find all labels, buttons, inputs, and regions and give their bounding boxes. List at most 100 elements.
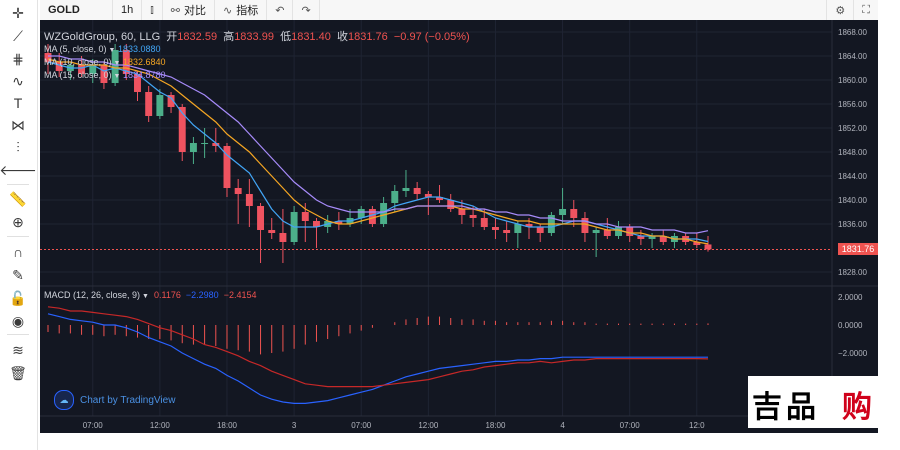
macd-hist-value: 0.1176 — [154, 290, 181, 300]
candle-body — [313, 221, 320, 227]
candle-body — [413, 188, 421, 194]
interval-label: 1h — [121, 4, 134, 16]
lock-icon[interactable]: 🔓 — [9, 289, 27, 306]
candle-body — [44, 53, 52, 62]
prediction-icon[interactable]: ⫶ — [16, 138, 20, 155]
drawing-mode-icon[interactable]: ✎ — [12, 266, 24, 283]
candle-body — [55, 62, 63, 71]
watermark-char-3: 购 — [842, 390, 872, 425]
candle-body — [514, 224, 522, 233]
candle-body — [693, 242, 701, 245]
fullscreen-button[interactable]: ⛶ — [853, 0, 878, 20]
pattern-icon[interactable]: ⋈ — [11, 116, 25, 133]
trend-line-icon[interactable]: ⟋ — [13, 27, 23, 44]
settings-button[interactable]: ⚙ — [826, 0, 853, 20]
tradingview-logo-icon: ☁ — [54, 390, 74, 410]
candle-body — [603, 230, 611, 236]
candle-body — [424, 194, 432, 197]
undo-button[interactable]: ↶ — [267, 0, 294, 20]
series-title: WZGoldGroup, 60, LLG — [44, 31, 161, 43]
zoom-in-icon[interactable]: ⊕ — [12, 213, 24, 230]
indicators-icon: ∿ — [223, 4, 233, 17]
chart-area[interactable]: 1868.00 1864.00 1860.00 1856.00 1852.00 1848.… — [40, 20, 878, 433]
candle-body — [234, 188, 242, 194]
last-price-tag: 1831.76 — [838, 243, 878, 256]
ma15-value: 1834.8780 — [122, 70, 166, 80]
trash-icon[interactable]: 🗑 — [9, 364, 27, 381]
arrow-left-icon[interactable]: 🡐 — [0, 161, 37, 178]
time-tick-label: 12:00 — [150, 421, 171, 430]
candle-body — [279, 233, 287, 242]
ma5-legend[interactable]: MA (5, close, 0) ▼ 1833.0880 — [44, 44, 161, 54]
layers-icon[interactable]: ≋ — [12, 341, 24, 358]
price-tick-label: 1856.00 — [838, 100, 867, 109]
chart-canvas[interactable]: 1868.00 1864.00 1860.00 1856.00 1852.00 1848.… — [40, 20, 878, 433]
price-tick-label: 1836.00 — [838, 220, 867, 229]
candle-body — [301, 212, 309, 221]
ma15-line — [48, 55, 709, 234]
candle-body — [436, 197, 443, 200]
sidebar-divider — [7, 334, 29, 335]
ma10-value: 1832.6840 — [122, 57, 166, 67]
candle-body — [257, 206, 265, 230]
candle-body — [447, 200, 455, 209]
candle-body — [89, 65, 97, 74]
candle-body — [559, 209, 567, 215]
candle-body — [380, 203, 388, 224]
symbol-label: GOLD — [48, 4, 80, 16]
indicators-label: 指标 — [236, 5, 259, 17]
fullscreen-icon: ⛶ — [862, 3, 870, 16]
candle-body — [100, 65, 108, 83]
ma5-value: 1833.0880 — [117, 44, 161, 54]
candle-body — [212, 143, 220, 146]
gear-icon: ⚙ — [835, 4, 846, 17]
ma5-label: MA (5, close, 0) — [44, 44, 107, 54]
ma10-line — [47, 58, 709, 245]
drawing-toolbar: ✛ ⟋ ⋕ ∿ T ⋈ ⫶ 🡐 📏 ⊕ ∩ ✎ 🔓 ◉ ≋ 🗑 — [0, 0, 38, 450]
crosshair-icon[interactable]: ✛ — [12, 4, 24, 21]
tradingview-attribution[interactable]: ☁ Chart by TradingView — [54, 390, 175, 410]
open-label: 开 — [166, 31, 178, 43]
candle-body — [659, 236, 667, 242]
candle-body — [503, 230, 511, 233]
text-tool-icon[interactable]: T — [13, 95, 23, 111]
candle-body — [78, 65, 86, 74]
macd-signal-value: −2.4154 — [223, 290, 257, 300]
candle-body — [111, 50, 119, 83]
undo-icon: ↶ — [275, 4, 285, 17]
ma15-label: MA (15, close, 0) — [44, 70, 112, 80]
ruler-icon[interactable]: 📏 — [9, 190, 27, 207]
candle-body — [223, 146, 231, 188]
candle-body — [469, 215, 477, 218]
compare-button[interactable]: ⚯ 对比 — [163, 0, 215, 20]
ma15-legend[interactable]: MA (15, close, 0) ▼ 1834.8780 — [44, 70, 166, 80]
fib-tool-icon[interactable]: ⋕ — [12, 50, 24, 67]
brush-icon[interactable]: ∿ — [12, 72, 24, 89]
macd-line-value: −2.2980 — [185, 290, 219, 300]
attribution-text: Chart by TradingView — [80, 394, 176, 406]
compare-label: 对比 — [184, 5, 206, 17]
interval-button[interactable]: 1h — [113, 0, 143, 20]
ma10-legend[interactable]: MA (10, close, 0) ▼ 1832.6840 — [44, 57, 166, 67]
magnet-icon[interactable]: ∩ — [12, 244, 24, 260]
candle-body — [145, 92, 153, 116]
chart-type-button[interactable]: ⫾ — [142, 0, 163, 20]
candle-body — [357, 209, 365, 218]
eye-icon[interactable]: ◉ — [11, 312, 25, 329]
macd-signal-line — [47, 306, 709, 388]
redo-button[interactable]: ↷ — [293, 0, 320, 20]
candle-body — [491, 227, 499, 230]
change-value: −0.97 (−0.05%) — [393, 31, 470, 43]
top-toolbar: GOLD 1h ⫾ ⚯ 对比 ∿ 指标 ↶ ↷ ⚙ ⛶ — [40, 0, 878, 21]
price-tick-label: 1828.00 — [838, 268, 867, 277]
macd-legend[interactable]: MACD (12, 26, close, 9) ▼ 0.1176 −2.2980 … — [44, 290, 256, 300]
caret-down-icon: ▼ — [108, 47, 116, 54]
macd-tick-label: 2.0000 — [838, 293, 863, 302]
symbol-search[interactable]: GOLD — [40, 0, 113, 20]
watermark-logo: 吉 品 购 — [748, 376, 878, 428]
indicators-button[interactable]: ∿ 指标 — [215, 0, 268, 20]
candle-body — [458, 209, 466, 215]
close-label: 收 — [336, 31, 348, 43]
time-tick-label: 12:00 — [418, 421, 439, 430]
sidebar-divider — [7, 236, 29, 237]
